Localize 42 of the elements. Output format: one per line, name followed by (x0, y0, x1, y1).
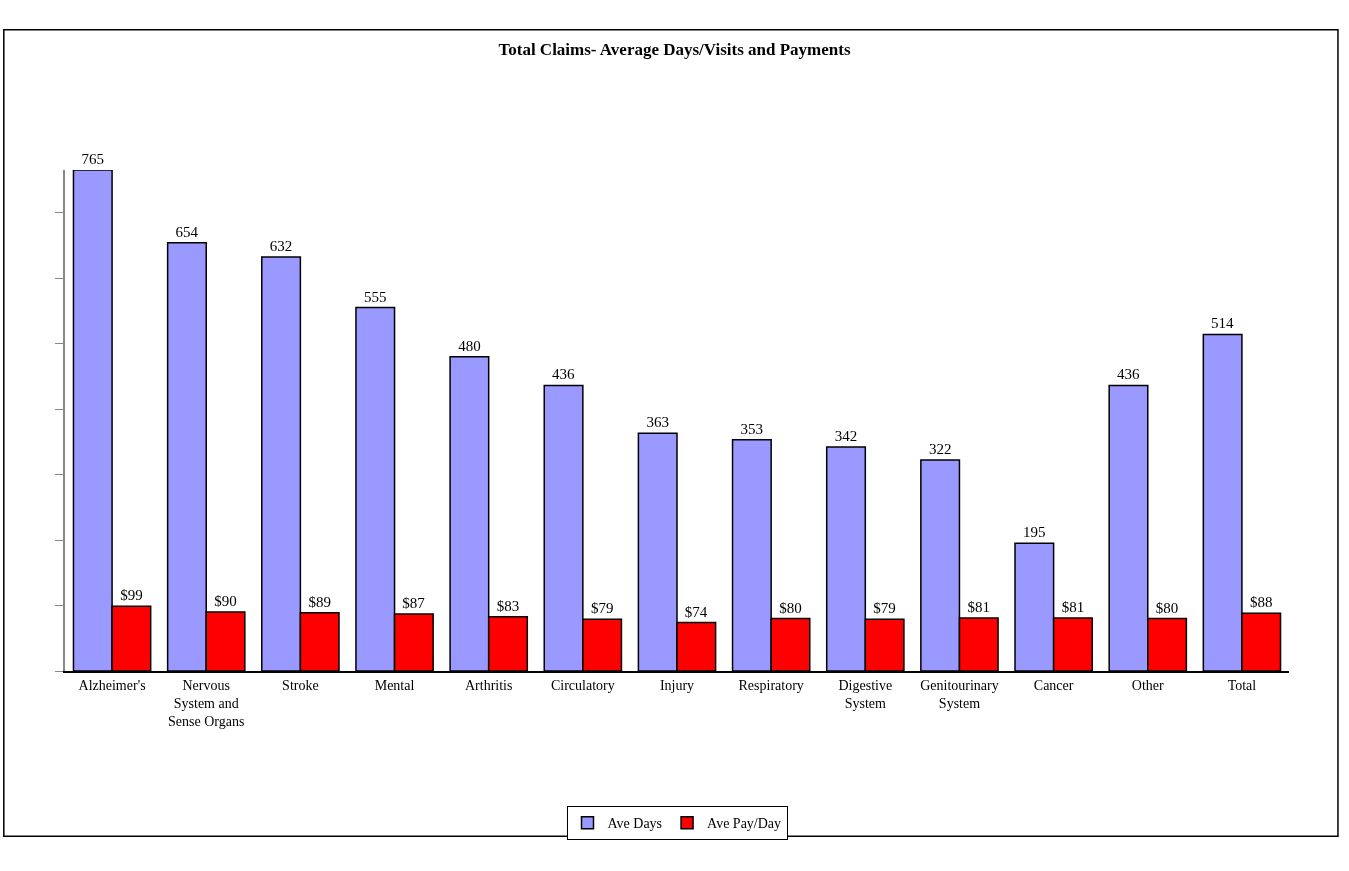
data-label: 765 (81, 151, 105, 167)
data-label: $99 (120, 587, 143, 604)
chart-title: Total Claims- Average Days/Visits and Payments (498, 40, 851, 60)
data-label: $81 (1061, 598, 1085, 615)
data-label: 632 (269, 238, 293, 255)
data-label: 514 (1211, 315, 1235, 332)
data-label: 555 (363, 288, 387, 305)
legend-label: Ave Pay/Day (707, 816, 782, 832)
data-label: $80 (1155, 599, 1179, 616)
data-label: 322 (928, 441, 952, 458)
x-tick-label: Respiratory (738, 677, 804, 693)
data-label: 436 (1116, 366, 1140, 383)
x-tick-label: Injury (659, 677, 695, 693)
data-label: 654 (175, 223, 199, 240)
data-label: $89 (308, 593, 331, 610)
data-label: $87 (402, 595, 426, 612)
data-label: 342 (834, 428, 858, 445)
data-label: 436 (552, 366, 576, 383)
x-tick-label: Arthritis (464, 677, 513, 693)
x-tick-label: Digestive System (838, 677, 893, 711)
x-tick-label: Mental (374, 677, 415, 693)
data-label: 353 (740, 420, 764, 437)
x-tick-label: Alzheimer's (78, 677, 146, 693)
legend-label: Ave Days (607, 816, 663, 832)
x-tick-label: Cancer (1033, 677, 1074, 693)
data-label: $74 (684, 603, 708, 620)
x-tick-label: Nervous System and Sense Organs (168, 677, 245, 730)
data-label: 195 (1023, 524, 1046, 541)
x-tick-label: Other (1131, 677, 1165, 693)
data-label: $83 (496, 597, 520, 614)
data-label: $79 (873, 600, 896, 617)
data-label: $81 (967, 598, 991, 615)
x-tick-label: Circulatory (550, 677, 615, 693)
data-label: $88 (1249, 594, 1273, 611)
data-label: 480 (458, 337, 481, 354)
x-tick-label: Stroke (282, 677, 319, 693)
data-label: $79 (590, 600, 614, 617)
data-label: $80 (779, 599, 802, 616)
data-label: $90 (214, 593, 237, 610)
x-tick-label: Genitourinary System (920, 677, 999, 711)
data-label: 363 (646, 414, 669, 431)
x-tick-label: Total (1227, 677, 1257, 693)
